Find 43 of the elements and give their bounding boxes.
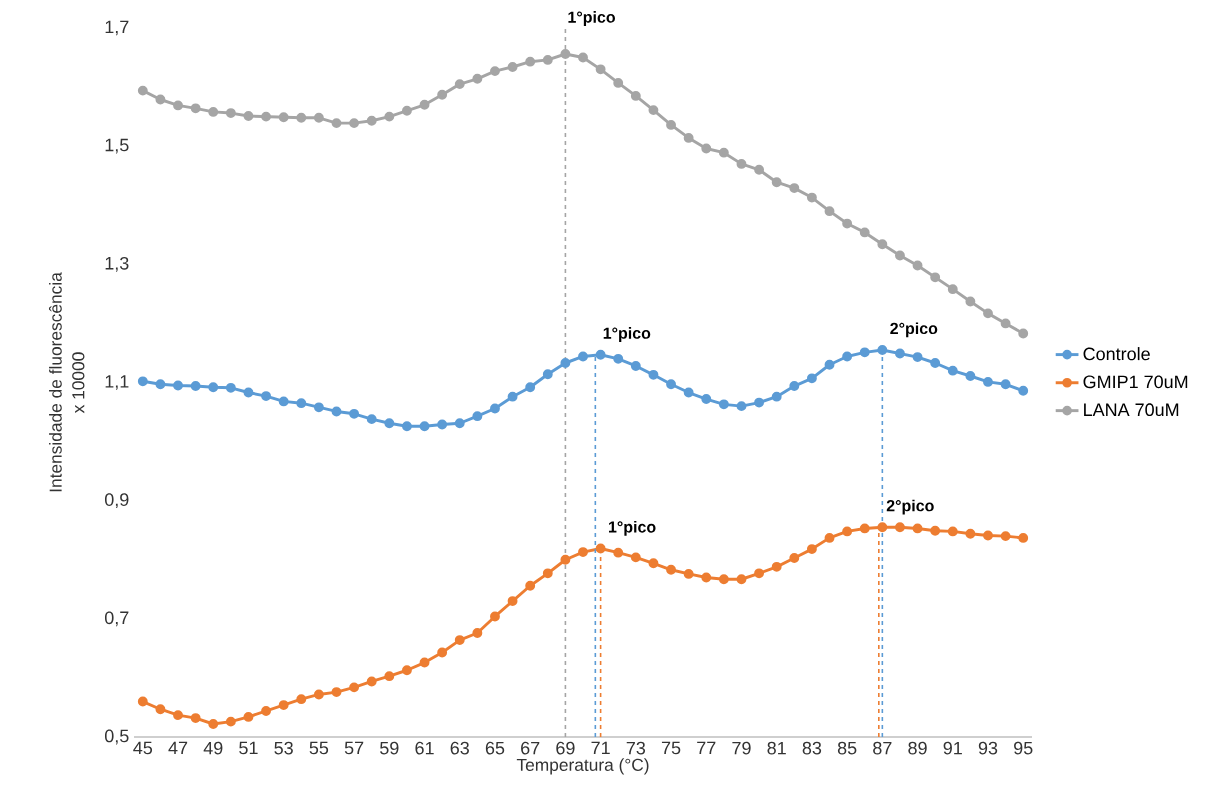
x-tick-label: 69 bbox=[556, 741, 575, 755]
x-tick-label: 55 bbox=[309, 741, 329, 755]
x-tick-label: 53 bbox=[274, 741, 293, 755]
annotation: 1°pico bbox=[609, 520, 656, 536]
legend-label: LANA 70uM bbox=[1084, 403, 1179, 417]
y-tick-label: 0,9 bbox=[104, 493, 129, 509]
x-tick-label: 81 bbox=[767, 741, 786, 755]
ref-line-label: 1°pico bbox=[568, 11, 615, 26]
x-tick-label: 89 bbox=[908, 741, 927, 755]
y-tick-label: 1,3 bbox=[105, 256, 129, 272]
x-tick-label: 57 bbox=[344, 741, 364, 755]
x-tick-label: 83 bbox=[802, 741, 822, 755]
annotation: 2°pico bbox=[886, 499, 934, 515]
annotation: 2°pico bbox=[890, 322, 938, 338]
x-tick-label: 73 bbox=[626, 741, 646, 755]
x-tick-label: 93 bbox=[978, 741, 998, 755]
y-tick-label: 1,1 bbox=[105, 375, 129, 390]
x-tick-label: 91 bbox=[943, 741, 962, 755]
x-axis-title: Temperatura (°C) bbox=[516, 758, 649, 775]
y-axis-title: Intensidade de fluorescência x 10000 bbox=[48, 272, 85, 492]
x-tick-label: 59 bbox=[380, 741, 399, 755]
x-tick-label: 49 bbox=[203, 741, 223, 755]
y-tick-label: 1,5 bbox=[105, 138, 129, 154]
x-tick-label: 77 bbox=[697, 741, 716, 755]
x-tick-label: 85 bbox=[837, 741, 857, 755]
x-tick-label: 63 bbox=[450, 741, 469, 755]
y-tick-label: 0,7 bbox=[104, 611, 129, 627]
legend-label: GMIP1 70uM bbox=[1083, 375, 1188, 389]
x-tick-label: 75 bbox=[661, 741, 681, 755]
y-tick-label: 0,5 bbox=[104, 729, 129, 745]
x-tick-label: 87 bbox=[873, 741, 892, 755]
x-tick-label: 71 bbox=[591, 741, 610, 755]
legend-label: Controle bbox=[1083, 347, 1150, 361]
x-tick-label: 47 bbox=[168, 741, 188, 755]
x-tick-label: 61 bbox=[415, 741, 434, 755]
x-tick-label: 95 bbox=[1014, 741, 1033, 755]
x-tick-label: 65 bbox=[485, 741, 505, 755]
x-tick-label: 51 bbox=[239, 741, 258, 755]
x-tick-label: 67 bbox=[521, 741, 540, 755]
y-tick-label: 1,7 bbox=[105, 20, 129, 36]
annotation: 1°pico bbox=[603, 327, 651, 343]
x-tick-label: 79 bbox=[732, 741, 751, 755]
x-tick-label: 45 bbox=[133, 741, 153, 755]
